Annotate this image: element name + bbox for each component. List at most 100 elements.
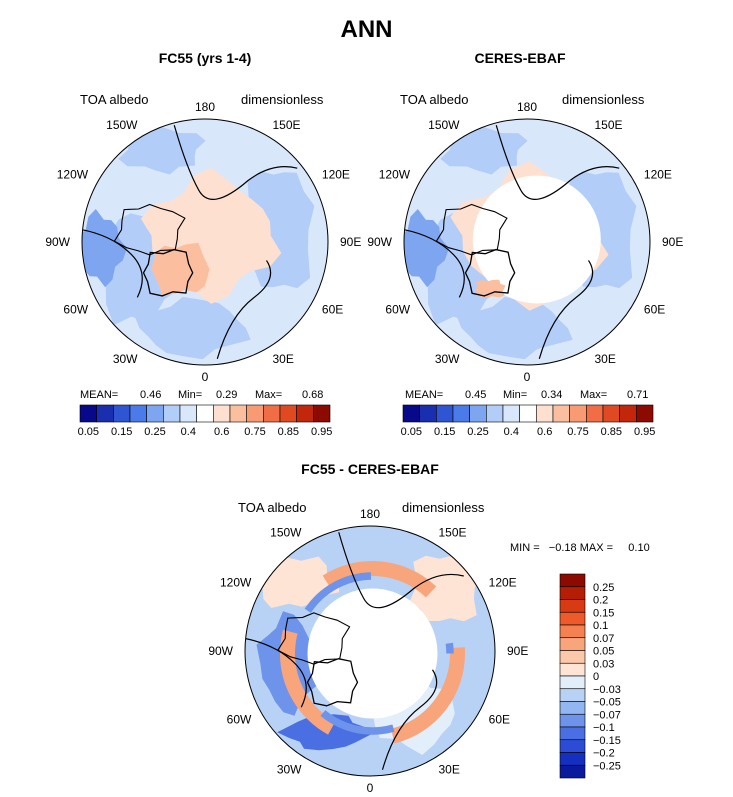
colorbar-2-segment-0 [402, 404, 420, 423]
colorbar-1-segment-0 [79, 404, 97, 423]
colorbar-diff-tick-0: 0.25 [593, 582, 614, 594]
panel-1-mean-label: MEAN= [80, 389, 119, 401]
colorbar-diff-segment-0 [559, 573, 586, 588]
map-3-outline [244, 525, 496, 777]
panel-1-min-value: 0.29 [216, 389, 238, 401]
panel-1-variable-label: TOA albedo [80, 92, 149, 107]
colorbar-1-segment-8 [213, 404, 231, 423]
map-3-longitude-label-90E: 90E [507, 644, 528, 658]
map-2-longitude-label-150W: 150W [428, 118, 460, 132]
colorbar-diff-tick-13: −0.2 [593, 748, 615, 760]
map-3-longitude-label-30E: 30E [439, 763, 460, 777]
panel-1-title: FC55 (yrs 1-4) [158, 50, 252, 66]
colorbar-diff-segment-7 [559, 662, 586, 677]
colorbar-1-tick-0.85: 0.85 [278, 426, 299, 438]
colorbar-diff-segment-5 [559, 637, 586, 651]
panel-2-min-value: 0.34 [541, 389, 563, 401]
colorbar-1-segment-13 [296, 404, 314, 423]
colorbar-diff-segment-2 [559, 599, 586, 613]
colorbar-diff-segment-13 [559, 739, 586, 753]
colorbar-2-tick-0.75: 0.75 [567, 426, 588, 438]
colorbar-1-segment-2 [113, 404, 131, 423]
map-1-longitude-label-150W: 150W [106, 118, 138, 132]
colorbar-1-tick-0.75: 0.75 [244, 426, 265, 438]
colorbar-diff-tick-5: 0.05 [593, 646, 614, 658]
colorbar-diff-segment-9 [559, 688, 586, 702]
map-1-field [82, 119, 328, 365]
map-3-europe-coastline [381, 669, 438, 770]
map-3-longitude-label-120W: 120W [220, 576, 252, 590]
colorbar-1-tick-0.05: 0.05 [78, 426, 99, 438]
colorbar-2-tick-0.25: 0.25 [467, 426, 488, 438]
colorbar-1-segment-11 [263, 404, 281, 423]
colorbar-2-segment-8 [536, 404, 554, 423]
colorbar-diff-segment-12 [559, 726, 586, 741]
colorbar-diff-tick-7: 0 [593, 671, 599, 683]
map-3-canadian-archipelago-coastline [277, 612, 351, 665]
colorbar-1-tick-0.25: 0.25 [144, 426, 165, 438]
map-3-longitude-label-60E: 60E [489, 713, 510, 727]
map-1-longitude-label-60E: 60E [322, 303, 343, 317]
map-3-north-america-coastline [245, 637, 307, 708]
colorbar-diff-tick-10: −0.07 [593, 709, 621, 721]
colorbar-2-tick-0.05: 0.05 [401, 426, 422, 438]
colorbar-1-segment-9 [229, 404, 247, 423]
colorbar-1-segment-10 [246, 404, 264, 423]
colorbar-2-segment-7 [519, 404, 537, 423]
colorbar-diff-tick-8: −0.03 [593, 684, 621, 696]
map-1-europe-coastline [216, 260, 272, 360]
panel-2-max-label: Max= [580, 389, 608, 401]
map-1-longitude-label-0: 0 [202, 370, 209, 384]
colorbar-2-tick-0.95: 0.95 [634, 426, 655, 438]
map-2-missing-data-area [472, 175, 601, 304]
colorbar-diff-tick-1: 0.2 [593, 595, 608, 607]
map-2-canadian-archipelago-coastline [435, 203, 508, 256]
map-3-longitude-label-30W: 30W [277, 763, 302, 777]
map-2-longitude-label-60E: 60E [644, 303, 665, 317]
figure-title: ANN [340, 16, 393, 43]
map-2-longitude-label-120E: 120E [644, 168, 672, 182]
map-1-longitude-label-30W: 30W [113, 352, 138, 366]
map-1-longitude-label-120E: 120E [322, 168, 350, 182]
colorbar-2-segment-1 [419, 404, 437, 423]
map-3-positive-north-east [409, 555, 481, 622]
map-2-greenland-high-albedo [474, 279, 506, 298]
map-1-longitude-label-90E: 90E [340, 235, 361, 249]
colorbar-diff-tick-14: −0.25 [593, 760, 621, 772]
colorbar-diff-segment-3 [559, 611, 586, 626]
colorbar-2-tick-0.6: 0.6 [537, 426, 552, 438]
colorbar-1-tick-0.15: 0.15 [111, 426, 132, 438]
colorbar-1-segment-6 [179, 404, 197, 423]
colorbar-2-segment-9 [552, 404, 570, 423]
map-1-greenland-high-albedo [151, 242, 210, 296]
map-3-longitude-label-120E: 120E [489, 576, 517, 590]
colorbar-diff-tick-2: 0.15 [593, 607, 614, 619]
map-1-longitude-label-150E: 150E [273, 118, 301, 132]
colorbar-1-tick-0.4: 0.4 [181, 426, 196, 438]
map-1-outline [81, 118, 329, 366]
map-2-europe-coastline [538, 260, 594, 360]
colorbar-2-segment-11 [586, 404, 604, 423]
map-2-longitude-label-30W: 30W [435, 352, 460, 366]
map-1-canadian-archipelago-coastline [113, 203, 186, 256]
map-3-siberia-alaska-coastline [338, 532, 464, 609]
panel-2-mean-value: 0.45 [465, 389, 487, 401]
colorbar-2-segment-3 [452, 404, 470, 423]
map-3-longitude-label-180: 180 [360, 507, 380, 521]
map-1-longitude-label-180: 180 [195, 100, 215, 114]
map-1-longitude-label-60W: 60W [63, 303, 88, 317]
map-3-longitude-label-150E: 150E [439, 525, 467, 539]
map-2-siberia-alaska-coastline [495, 124, 620, 200]
colorbar-2-segment-10 [569, 404, 587, 423]
panel-3-title: FC55 - CERES-EBAF [301, 461, 439, 477]
map-2-north-america-coastline [404, 229, 465, 298]
colorbar-2-tick-0.15: 0.15 [434, 426, 455, 438]
colorbar-1-segment-3 [129, 404, 147, 423]
map-1-longitude-label-90W: 90W [45, 235, 70, 249]
panel-1-units-label: dimensionless [241, 92, 324, 107]
colorbar-1-segment-12 [279, 404, 297, 423]
colorbar-2-tick-0.85: 0.85 [601, 426, 622, 438]
colorbar-2-segment-2 [436, 404, 454, 423]
colorbar-diff-segment-10 [559, 701, 586, 715]
colorbar-2-segment-5 [486, 404, 504, 423]
